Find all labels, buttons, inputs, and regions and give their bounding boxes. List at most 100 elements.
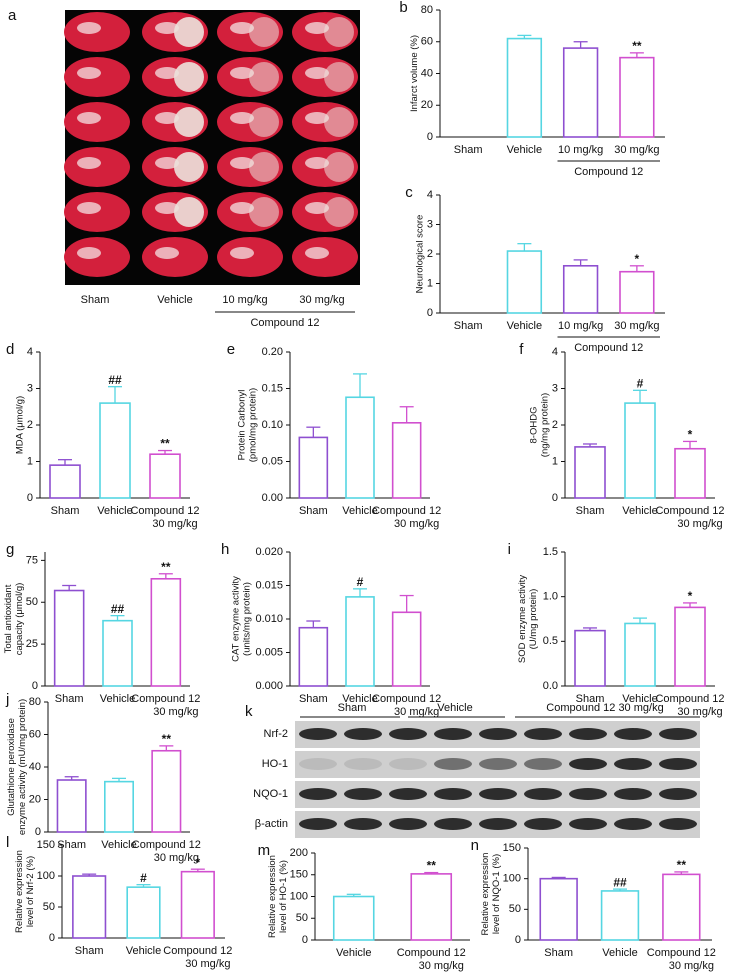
group-label: Compound 12 — [574, 342, 643, 354]
blot-band — [434, 818, 472, 830]
y-tick-label: 0 — [427, 131, 433, 143]
x-tick-label: Sham — [55, 693, 84, 705]
x-tick-label: Vehicle — [97, 505, 132, 517]
bar — [674, 606, 706, 687]
significance-label: ** — [160, 437, 170, 451]
blot-band — [299, 728, 337, 740]
y-tick-label: 0.0 — [543, 680, 558, 692]
panel-letter: i — [508, 541, 511, 558]
x-tick-label: Vehicle — [336, 947, 371, 959]
error-bar — [110, 615, 125, 621]
y-tick-label: 100 — [37, 870, 55, 882]
blot-band — [614, 788, 652, 800]
x-tick-label: Vehicle — [101, 839, 136, 851]
group-label: Compound 12 — [574, 166, 643, 178]
y-tick-label: 1.5 — [543, 546, 558, 558]
bar — [562, 47, 599, 138]
x-tick-label: Sham — [454, 320, 483, 332]
x-tick-label: Compound 12 — [655, 505, 724, 517]
slice-white — [77, 67, 101, 79]
infarct — [249, 107, 279, 137]
slice-white — [155, 67, 179, 79]
error-bar — [517, 34, 532, 39]
y-tick-label: 0 — [32, 680, 38, 692]
bar — [391, 611, 422, 687]
bar — [574, 629, 606, 687]
panel-letter: e — [227, 341, 235, 358]
x-tick-label: Sham — [75, 945, 104, 957]
x-tick-label: Vehicle — [342, 505, 377, 517]
x-tick-label: Compound 12 — [372, 505, 441, 517]
y-tick-label: 4 — [552, 346, 558, 358]
error-bar — [64, 776, 79, 780]
bar — [180, 870, 215, 939]
error-bar — [399, 406, 414, 423]
slice-white — [230, 202, 254, 214]
panel-letter: j — [5, 691, 9, 708]
y-tick-label: 0 — [515, 934, 521, 946]
bar — [150, 577, 182, 687]
blot-band — [299, 788, 337, 800]
blot-band — [524, 728, 562, 740]
slice-white — [230, 157, 254, 169]
blot-band — [344, 728, 382, 740]
blot-band — [524, 788, 562, 800]
y-tick-label: 20 — [421, 99, 433, 111]
significance-label: # — [637, 376, 644, 390]
y-axis-label: level of Nrf-2 (%) — [25, 856, 36, 927]
x-tick-label: Vehicle — [342, 693, 377, 705]
blot-band — [569, 758, 607, 770]
blot-band — [434, 758, 472, 770]
y-axis-label: Infarct volume (%) — [409, 35, 420, 112]
error-bar — [424, 871, 439, 874]
bar — [410, 873, 453, 941]
y-tick-label: 0.10 — [262, 419, 283, 431]
blot-group: Sham — [338, 702, 367, 714]
x-tick-label: 30 mg/kg — [614, 144, 659, 156]
y-tick-label: 80 — [29, 696, 41, 708]
y-axis-label: MDA (μmol/g) — [15, 396, 26, 454]
y-tick-label: 2 — [27, 419, 33, 431]
y-tick-label: 0.5 — [543, 635, 558, 647]
y-tick-label: 0.005 — [255, 646, 283, 658]
y-tick-label: 80 — [421, 4, 433, 16]
panel-letter: a — [8, 7, 17, 24]
bar — [298, 626, 329, 687]
y-tick-label: 0 — [302, 934, 308, 946]
panel-letter: b — [399, 0, 407, 16]
bar — [99, 402, 131, 499]
blot-row-label: β-actin — [255, 818, 288, 830]
x-tick-label: Sham — [576, 505, 605, 517]
infarct — [174, 107, 204, 137]
y-tick-label: 2 — [427, 248, 433, 260]
y-tick-label: 0 — [552, 492, 558, 504]
y-axis-label: (units/mg protein) — [242, 582, 253, 656]
panel-letter: h — [221, 541, 229, 558]
infarct — [249, 17, 279, 47]
infarct — [324, 152, 354, 182]
y-tick-label: 60 — [29, 728, 41, 740]
significance-label: # — [357, 575, 364, 589]
x-tick-label: 30 mg/kg — [614, 320, 659, 332]
bar — [391, 422, 422, 499]
error-bar — [136, 884, 151, 888]
y-tick-label: 50 — [26, 596, 38, 608]
x-tick-sublabel: 30 mg/kg — [394, 706, 439, 718]
significance-label: ## — [613, 875, 627, 889]
y-tick-label: 40 — [421, 67, 433, 79]
blot-band — [479, 788, 517, 800]
error-bar — [551, 876, 566, 879]
blot-band — [524, 758, 562, 770]
x-tick-label: Compound 12 — [132, 839, 201, 851]
x-tick-label: Vehicle — [622, 505, 657, 517]
error-bar — [190, 868, 205, 872]
bar — [345, 396, 375, 499]
slice-white — [305, 22, 329, 34]
blot-band — [299, 818, 337, 830]
y-axis-label: 8-OHDG — [529, 407, 540, 444]
infarct — [324, 62, 354, 92]
x-tick-label: Sham — [544, 947, 573, 959]
x-tick-label: 10 mg/kg — [558, 320, 603, 332]
slice-white — [77, 202, 101, 214]
y-axis-label: Relative expression — [480, 853, 491, 936]
